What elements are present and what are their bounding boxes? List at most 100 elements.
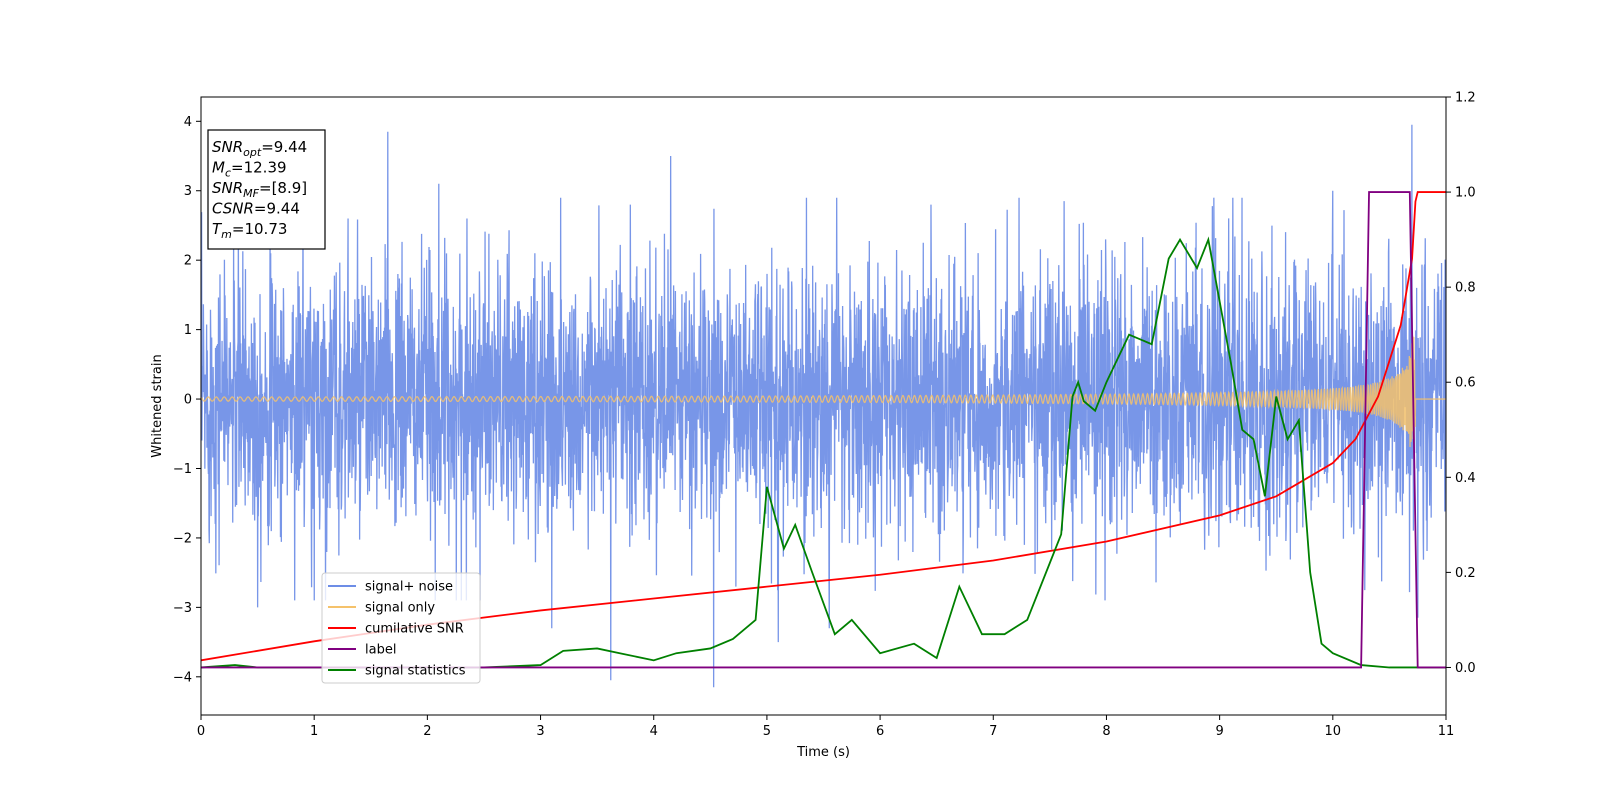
- info-subscript: m: [221, 228, 232, 241]
- info-symbol: CSNR: [212, 200, 254, 218]
- signal-noise-line: [201, 124, 1446, 688]
- x-tick: 4: [650, 715, 658, 739]
- x-tick-label: 4: [650, 724, 658, 739]
- y-axis-label: Whitened strain: [150, 354, 165, 457]
- x-tick: 1: [310, 715, 318, 739]
- info-value: =9.44: [261, 138, 307, 156]
- axes: 0 1 2 3 4 5 6 7 8 9 10 11 −4 −3 −2 −1 0 1 2 3 4 0.0 0.2 0.4 0.6 0…: [173, 91, 1476, 740]
- legend-label: cumilative SNR: [365, 622, 464, 637]
- x-tick: 2: [423, 715, 432, 739]
- info-line: SNRMF=[8.9]: [212, 179, 307, 200]
- info-subscript: c: [225, 167, 231, 180]
- y-tick-label: 2: [184, 254, 192, 269]
- y-tick-label: 0: [184, 393, 192, 408]
- legend-item: signal only: [328, 601, 435, 616]
- signal-statistics-line: [201, 236, 1446, 669]
- x-tick-label: 7: [989, 724, 997, 739]
- x-tick-label: 3: [536, 724, 544, 739]
- legend-label: signal only: [365, 601, 435, 616]
- y-tick: −2: [173, 531, 201, 546]
- label-line: [201, 191, 1446, 669]
- x-tick-label: 10: [1325, 724, 1342, 739]
- x-tick-label: 8: [1102, 724, 1110, 739]
- axes-frame: [200, 96, 1447, 716]
- info-value: =10.73: [232, 220, 288, 238]
- x-tick-label: 9: [1215, 724, 1223, 739]
- y2-tick-label: 0.0: [1455, 661, 1476, 676]
- info-box-frame: [207, 129, 326, 250]
- x-tick: 10: [1325, 715, 1342, 739]
- y-tick-label: 4: [184, 115, 192, 130]
- y2-tick: 0.6: [1446, 376, 1476, 391]
- legend-label: label: [365, 643, 396, 658]
- y2-tick-label: 0.8: [1455, 281, 1476, 296]
- x-tick: 11: [1438, 715, 1455, 739]
- y2-tick: 0.4: [1446, 471, 1476, 486]
- y2-tick: 0.2: [1446, 566, 1476, 581]
- y-tick: 2: [184, 254, 201, 269]
- y-tick: −4: [173, 670, 201, 685]
- y-tick: 4: [184, 115, 201, 130]
- y-tick-label: −2: [173, 531, 192, 546]
- info-subscript: opt: [243, 146, 262, 159]
- legend-item: signal statistics: [328, 664, 466, 679]
- y-tick: 3: [184, 184, 201, 199]
- x-tick: 9: [1215, 715, 1224, 739]
- y2-tick-label: 1.2: [1455, 91, 1476, 106]
- info-symbol: SNR: [212, 179, 243, 197]
- legend-label: signal statistics: [365, 664, 466, 679]
- x-tick: 6: [876, 715, 884, 739]
- info-line: Tm=10.73: [212, 220, 287, 241]
- legend-item: cumilative SNR: [328, 622, 464, 637]
- legend-item: label: [328, 643, 396, 658]
- x-tick: 5: [763, 715, 771, 739]
- info-line: Mc=12.39: [212, 159, 287, 180]
- legend-label: signal+ noise: [365, 580, 453, 595]
- x-tick: 0: [197, 715, 205, 739]
- info-symbol: M: [212, 159, 225, 177]
- y2-tick-label: 0.6: [1455, 376, 1476, 391]
- legend-frame: [321, 572, 481, 684]
- y-tick: 0: [184, 393, 201, 408]
- y-tick-label: 3: [184, 184, 192, 199]
- info-value: =9.44: [254, 200, 300, 218]
- y2-tick: 1.0: [1446, 186, 1476, 201]
- y-tick-label: −1: [173, 462, 192, 477]
- x-tick-label: 0: [197, 724, 205, 739]
- y-tick: −3: [173, 601, 201, 616]
- x-tick-label: 2: [423, 724, 431, 739]
- y-tick-label: −4: [173, 670, 192, 685]
- info-symbol: T: [212, 220, 223, 238]
- y2-tick-label: 0.4: [1455, 471, 1476, 486]
- x-tick: 8: [1102, 715, 1111, 739]
- info-line: CSNR=9.44: [212, 200, 300, 218]
- info-line: SNRopt=9.44: [212, 138, 307, 159]
- x-tick: 7: [989, 715, 997, 739]
- x-tick: 3: [536, 715, 545, 739]
- y2-tick: 0.0: [1446, 661, 1476, 676]
- y2-tick: 0.8: [1446, 281, 1476, 296]
- cumulative-snr-line: [201, 191, 1446, 662]
- plot-area: [201, 124, 1446, 688]
- x-axis-label: Time (s): [796, 745, 850, 760]
- x-tick-label: 5: [763, 724, 771, 739]
- info-value: =12.39: [231, 159, 287, 177]
- info-subscript: MF: [243, 187, 259, 200]
- series-group: [201, 124, 1446, 688]
- x-tick-label: 6: [876, 724, 884, 739]
- x-tick-label: 11: [1438, 724, 1455, 739]
- y-tick-label: 1: [184, 323, 192, 338]
- x-tick-label: 1: [310, 724, 318, 739]
- legend-item: signal+ noise: [328, 580, 453, 595]
- y-tick: 1: [184, 323, 201, 338]
- y2-tick-label: 1.0: [1455, 186, 1476, 201]
- y-tick: −1: [173, 462, 201, 477]
- y2-tick-label: 0.2: [1455, 566, 1476, 581]
- y2-tick: 1.2: [1446, 91, 1476, 106]
- info-box: SNRopt=9.44Mc=12.39SNRMF=[8.9]CSNR=9.44T…: [207, 129, 326, 250]
- legend: signal+ noise signal only cumilative SNR la…: [321, 572, 481, 684]
- y-tick-label: −3: [173, 601, 192, 616]
- info-symbol: SNR: [212, 138, 243, 156]
- info-value: =[8.9]: [259, 179, 307, 197]
